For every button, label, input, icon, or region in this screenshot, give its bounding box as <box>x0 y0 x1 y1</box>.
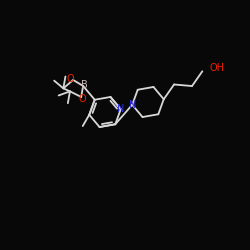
Text: O: O <box>78 94 86 104</box>
Text: N: N <box>117 104 124 114</box>
Text: B: B <box>81 80 87 90</box>
Text: N: N <box>128 100 136 110</box>
Text: O: O <box>66 74 74 84</box>
Text: OH: OH <box>209 63 224 73</box>
